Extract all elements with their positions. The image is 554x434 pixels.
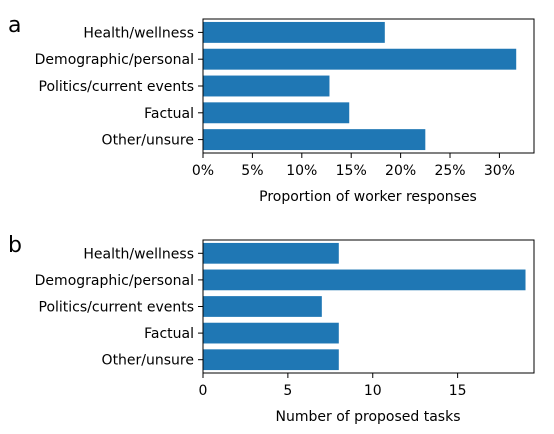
category-label-b-4: Other/unsure xyxy=(102,353,194,369)
category-label-a-0: Health/wellness xyxy=(83,25,194,41)
category-label-a-2: Politics/current events xyxy=(39,79,195,95)
x-tick-label-a-6: 30% xyxy=(484,163,515,179)
x-axis-label-b: Number of proposed tasks xyxy=(276,409,461,425)
panel-letter-b: b xyxy=(8,233,22,258)
x-tick-label-a-4: 20% xyxy=(385,163,416,179)
category-label-b-0: Health/wellness xyxy=(83,246,194,262)
x-tick-label-b-2: 10 xyxy=(364,383,382,399)
bar-b-3 xyxy=(203,322,339,344)
category-label-b-3: Factual xyxy=(144,326,194,342)
x-tick-label-b-1: 5 xyxy=(283,383,292,399)
x-tick-label-a-5: 25% xyxy=(434,163,465,179)
x-tick-label-b-3: 15 xyxy=(449,383,467,399)
x-tick-label-a-3: 15% xyxy=(336,163,367,179)
bar-b-0 xyxy=(203,242,339,264)
panel-b: b Health/wellness Demographic/personal Pol… xyxy=(8,233,535,425)
x-axis-label-a: Proportion of worker responses xyxy=(259,189,477,205)
x-tick-label-b-0: 0 xyxy=(199,383,208,399)
category-label-a-1: Demographic/personal xyxy=(35,52,194,68)
bar-a-0 xyxy=(203,21,385,43)
bar-a-3 xyxy=(203,102,350,124)
category-label-b-1: Demographic/personal xyxy=(35,273,194,289)
plot-frame-b xyxy=(202,239,535,374)
category-label-a-4: Other/unsure xyxy=(102,133,194,149)
x-tick-label-a-2: 10% xyxy=(286,163,317,179)
x-tick-label-a-1: 5% xyxy=(241,163,263,179)
bar-a-2 xyxy=(203,75,330,97)
plot-frame-a xyxy=(202,18,535,154)
bar-b-2 xyxy=(203,296,322,317)
bar-a-4 xyxy=(203,129,426,151)
category-label-b-2: Politics/current events xyxy=(39,300,195,316)
category-label-a-3: Factual xyxy=(144,106,194,122)
bar-a-1 xyxy=(203,48,517,70)
bar-b-1 xyxy=(203,269,526,291)
x-tick-label-a-0: 0% xyxy=(192,163,214,179)
panel-a: a Health/wellness Demographic/personal Pol… xyxy=(8,13,535,205)
bar-b-4 xyxy=(203,349,339,371)
panel-letter-a: a xyxy=(8,13,21,38)
